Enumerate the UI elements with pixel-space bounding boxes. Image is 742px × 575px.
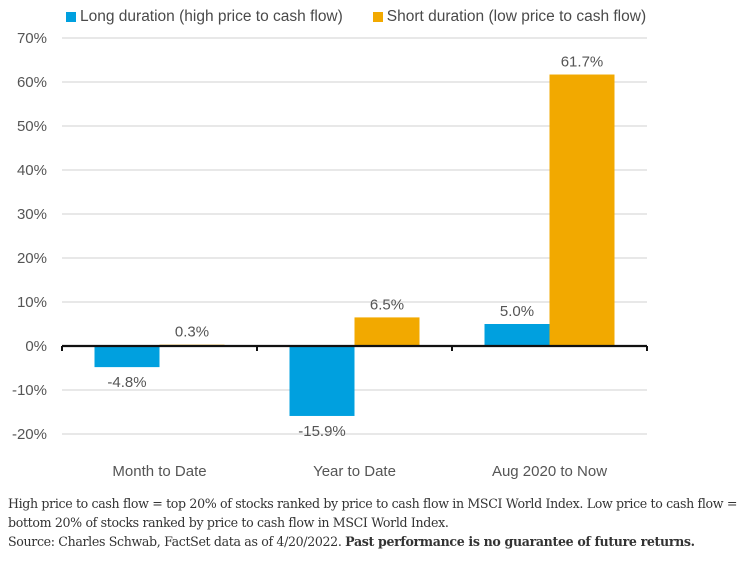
legend-label-long: Long duration (high price to cash flow) — [80, 8, 343, 25]
y-tick-label: 10% — [17, 294, 47, 311]
y-tick-label: 0% — [25, 338, 47, 355]
data-label: 0.3% — [175, 324, 209, 341]
legend-swatch-long — [66, 12, 76, 22]
y-tick-label: 50% — [17, 118, 47, 135]
footnote-source-line: Source: Charles Schwab, FactSet data as … — [8, 532, 738, 551]
bar-short — [549, 74, 615, 347]
data-label: 5.0% — [500, 303, 534, 320]
legend-item-short-duration: Short duration (low price to cash flow) — [372, 8, 647, 26]
bar-chart: 70% 60% 50% 40% 30% 20% 10% 0% -10% -20% -4.8% 0.3%… — [12, 30, 648, 480]
chart-footnote: High price to cash flow = top 20% of sto… — [8, 494, 738, 551]
legend-swatch-short — [372, 12, 383, 22]
footnote-definition: High price to cash flow = top 20% of sto… — [8, 496, 738, 530]
y-tick-label: -10% — [12, 382, 47, 399]
y-tick-label: 70% — [17, 30, 47, 47]
y-tick-label: 20% — [17, 250, 47, 267]
bar-long — [94, 346, 160, 368]
legend-label-short: Short duration (low price to cash flow) — [386, 8, 647, 25]
footnote-disclaimer: Past performance is no guarantee of futu… — [345, 534, 695, 549]
footnote-source: Source: Charles Schwab, FactSet data as … — [8, 534, 346, 549]
x-tick-label: Aug 2020 to Now — [492, 463, 607, 480]
y-tick-label: 30% — [17, 206, 47, 223]
x-tick-label: Year to Date — [313, 463, 396, 480]
bar-short — [354, 317, 420, 346]
legend-item-long-duration: Long duration (high price to cash flow) — [66, 8, 343, 26]
data-label: 6.5% — [370, 296, 404, 313]
y-tick-label: 60% — [17, 74, 47, 91]
y-tick-label: -20% — [12, 426, 47, 443]
data-label: -15.9% — [298, 423, 346, 440]
bar-long — [484, 324, 550, 346]
chart-legend: Long duration (high price to cash flow) … — [66, 8, 646, 26]
data-label: -4.8% — [107, 374, 146, 391]
data-label: 61.7% — [561, 54, 604, 71]
x-tick-label: Month to Date — [112, 463, 206, 480]
bar-long — [289, 346, 355, 416]
y-tick-label: 40% — [17, 162, 47, 179]
